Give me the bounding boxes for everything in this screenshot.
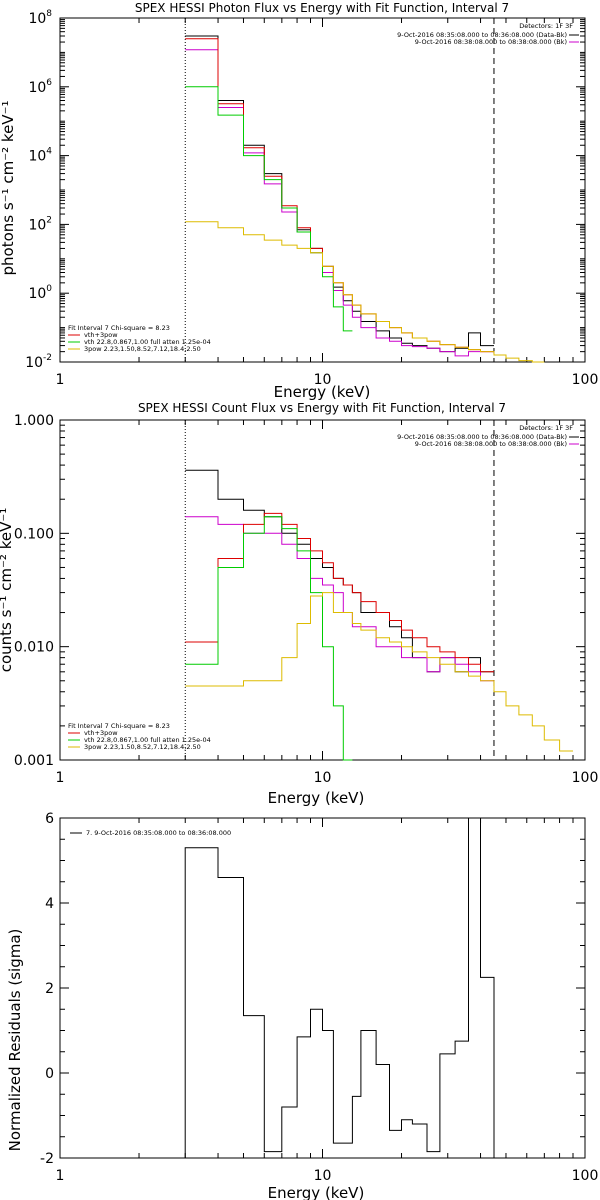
y-tick-label: 108 bbox=[28, 9, 52, 27]
legend-header: Detectors: 1F 3F bbox=[519, 424, 573, 432]
legend-entry-label: 9-Oct-2016 08:35:08.000 to 08:36:08.000 … bbox=[397, 433, 567, 441]
x-tick-label: 10 bbox=[314, 770, 332, 786]
y-tick-label: 4 bbox=[45, 896, 54, 912]
legend-entry-label: 9-Oct-2016 08:35:08.000 to 08:36:08.000 … bbox=[397, 31, 567, 39]
y-tick-exponent: 8 bbox=[46, 9, 52, 19]
x-tick-label: 1 bbox=[56, 1168, 65, 1184]
residuals-panel: Energy (keV) Normalized Residuals (sigma… bbox=[6, 811, 598, 1200]
y-tick-label: 0.001 bbox=[14, 753, 54, 769]
y-tick-label: 104 bbox=[28, 147, 52, 165]
count-flux-panel: SPEX HESSI Count Flux vs Energy with Fit… bbox=[0, 401, 598, 807]
legend-entry-label: 9-Oct-2016 08:38:08.000 to 08:38:08.000 … bbox=[415, 440, 567, 448]
series-vth bbox=[185, 516, 353, 761]
y-tick-base: 10 bbox=[28, 217, 46, 233]
x-axis-label: Energy (keV) bbox=[274, 383, 371, 401]
series-3pow bbox=[185, 592, 573, 752]
legend-entry-label: 7. 9-Oct-2016 08:35:08.000 to 08:36:08.0… bbox=[86, 829, 231, 837]
y-tick-label: -2 bbox=[40, 1151, 54, 1167]
plot-frame bbox=[59, 419, 586, 761]
panel-title: SPEX HESSI Photon Flux vs Energy with Fi… bbox=[135, 1, 509, 15]
legend-header: Fit Interval 7 Chi-square = 8.23 bbox=[68, 324, 170, 332]
panel-title: SPEX HESSI Count Flux vs Energy with Fit… bbox=[138, 401, 506, 415]
legend-entry-label: 9-Oct-2016 08:38:08.000 to 08:38:08.000 … bbox=[415, 38, 567, 46]
series-bk bbox=[185, 516, 494, 682]
x-tick-label: 100 bbox=[572, 1168, 599, 1184]
y-tick-label: 102 bbox=[28, 215, 52, 233]
legend-entry-label: 3pow 2.23,1.50,8.52,7.12,18.4,2.50 bbox=[84, 743, 201, 751]
series-vth bbox=[185, 86, 353, 332]
plot-area: 1 10 100 0.001 0.010 0.100 1.000 Detectors: 1F … bbox=[14, 413, 598, 786]
y-tick-base: 10 bbox=[28, 286, 46, 302]
y-tick-base: 10 bbox=[28, 149, 46, 165]
plot-area: 1 10 100 -2 0 2 4 6 7. 9-Oct-2016 08:35:08.000 t… bbox=[40, 811, 598, 1184]
x-tick-label: 10 bbox=[314, 372, 332, 388]
series-data-bk bbox=[185, 469, 494, 673]
plot-frame bbox=[59, 817, 586, 1159]
y-tick-exponent: 0 bbox=[46, 284, 52, 294]
legend-header: Fit Interval 7 Chi-square = 8.23 bbox=[68, 722, 170, 730]
x-tick-label: 100 bbox=[572, 372, 599, 388]
legend-header: Detectors: 1F 3F bbox=[519, 22, 573, 30]
y-tick-exponent: 2 bbox=[46, 215, 52, 225]
y-tick-label: 10-2 bbox=[25, 353, 52, 371]
x-axis-label: Energy (keV) bbox=[268, 789, 365, 807]
y-tick-exponent: -2 bbox=[43, 353, 52, 363]
series-vth-3pow bbox=[185, 512, 494, 673]
y-tick-base: 10 bbox=[28, 80, 46, 96]
plot-frame bbox=[59, 17, 586, 363]
x-tick-label: 1 bbox=[56, 770, 65, 786]
y-tick-label: 1.000 bbox=[14, 413, 54, 429]
y-tick-base: 10 bbox=[25, 355, 43, 371]
series-vth-3pow bbox=[185, 38, 494, 353]
legend-entry-label: vth+3pow bbox=[84, 729, 118, 737]
x-tick-label: 100 bbox=[572, 770, 599, 786]
x-axis-label: Energy (keV) bbox=[268, 1184, 365, 1200]
y-tick-label: 0.100 bbox=[14, 526, 54, 542]
y-tick-label: 2 bbox=[45, 981, 54, 997]
series-3pow bbox=[185, 221, 545, 363]
legend-entry-label: vth 22.8,0.867,1.00 full atten 1.25e-04 bbox=[84, 736, 211, 744]
y-axis-label: photons s⁻¹ cm⁻² keV⁻¹ bbox=[0, 101, 17, 276]
y-tick-label: 0 bbox=[45, 1066, 54, 1082]
legend-entry-label: vth 22.8,0.867,1.00 full atten 1.25e-04 bbox=[84, 338, 211, 346]
y-tick-exponent: 6 bbox=[46, 78, 52, 88]
x-tick-label: 10 bbox=[314, 1168, 332, 1184]
series-7 bbox=[184, 817, 495, 1158]
photon-flux-panel: SPEX HESSI Photon Flux vs Energy with Fi… bbox=[0, 1, 598, 401]
series-bk bbox=[185, 49, 494, 357]
y-tick-label: 6 bbox=[45, 811, 54, 827]
legend-entry-label: vth+3pow bbox=[84, 331, 118, 339]
legend-entry-label: 3pow 2.23,1.50,8.52,7.12,18.4,2.50 bbox=[84, 345, 201, 353]
y-tick-base: 10 bbox=[28, 11, 46, 27]
y-axis-label: counts s⁻¹ cm⁻² keV⁻¹ bbox=[0, 508, 15, 673]
series-data-bk bbox=[185, 35, 494, 353]
y-tick-label: 100 bbox=[28, 284, 52, 302]
y-tick-label: 106 bbox=[28, 78, 52, 96]
y-tick-exponent: 4 bbox=[46, 147, 52, 157]
y-axis-label: Normalized Residuals (sigma) bbox=[6, 929, 24, 1152]
y-tick-label: 0.010 bbox=[14, 640, 54, 656]
x-tick-label: 1 bbox=[56, 372, 65, 388]
